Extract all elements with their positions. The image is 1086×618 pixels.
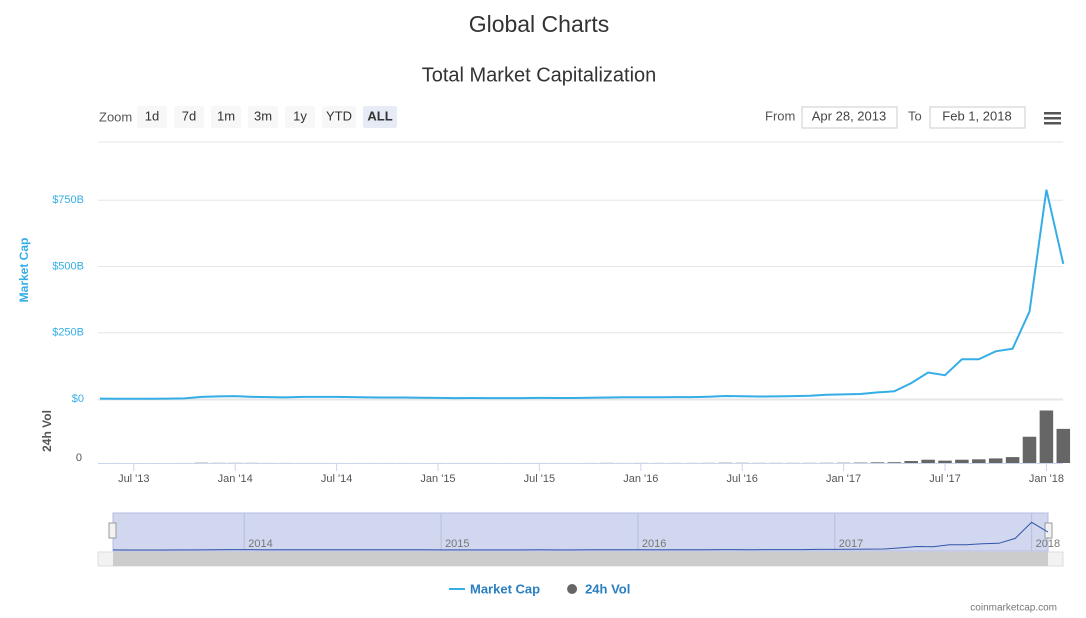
volume-bar <box>972 459 986 463</box>
zoom-button-label[interactable]: YTD <box>326 108 352 123</box>
x-tick-label: Jan '16 <box>623 473 658 485</box>
y-tick-label: $500B <box>52 260 84 272</box>
x-tick-label: Jul '14 <box>321 473 352 485</box>
legend-symbol[interactable] <box>567 584 578 594</box>
market-cap-line <box>99 189 1065 400</box>
volume-bar <box>904 461 918 463</box>
zoom-button[interactable] <box>174 106 204 128</box>
navigator-tick-label: 2014 <box>248 538 272 550</box>
legend-label[interactable]: 24h Vol <box>585 581 630 596</box>
zoom-button[interactable] <box>363 106 397 128</box>
x-tick-label: Jan '17 <box>826 473 861 485</box>
zoom-button-label[interactable]: 7d <box>182 108 196 123</box>
menu-button[interactable] <box>1040 106 1064 128</box>
x-tick-label: Jan '18 <box>1029 473 1064 485</box>
volume-bar <box>1005 457 1020 463</box>
menu-bar <box>1044 122 1061 125</box>
zoom-label: Zoom <box>99 109 132 124</box>
zoom-button-label[interactable]: 1m <box>217 108 235 123</box>
volume-bar <box>955 459 969 463</box>
navigator-tick-label: 2015 <box>445 538 469 550</box>
x-tick-label: Jul '17 <box>929 473 960 485</box>
volume-bar <box>921 459 935 463</box>
volume-bar <box>988 458 1003 463</box>
x-tick-label: Jan '14 <box>218 473 253 485</box>
navigator-handle[interactable] <box>108 522 117 539</box>
y-tick-label: $250B <box>52 327 84 339</box>
volume-bar <box>1056 428 1071 463</box>
navigator-tick-label: 2017 <box>839 538 863 550</box>
volume-bar <box>870 462 885 463</box>
zoom-button-label[interactable]: 1y <box>293 108 307 123</box>
chart-title: Total Market Capitalization <box>422 64 657 86</box>
x-tick-label: Jul '13 <box>118 473 149 485</box>
from-label: From <box>765 108 795 123</box>
to-label: To <box>908 108 922 123</box>
y-tick-label: $750B <box>52 194 84 206</box>
x-tick-label: Jul '15 <box>524 473 555 485</box>
zoom-button-label[interactable]: 3m <box>254 108 272 123</box>
x-tick-label: Jan '15 <box>420 473 455 485</box>
volume-bar <box>938 460 952 463</box>
y2-axis-title: 24h Vol <box>40 410 54 452</box>
legend-label[interactable]: Market Cap <box>470 581 540 596</box>
menu-bar <box>1044 117 1061 120</box>
y-tick-label: $0 <box>72 393 84 405</box>
to-date[interactable]: Feb 1, 2018 <box>942 108 1011 123</box>
zoom-button-label[interactable]: 1d <box>145 108 159 123</box>
y2-tick-label: 0 <box>76 452 82 464</box>
zoom-button-label[interactable]: ALL <box>367 108 392 123</box>
zoom-button[interactable] <box>322 106 356 128</box>
volume-bar <box>1039 410 1054 463</box>
y-axis-title: Market Cap <box>17 238 31 303</box>
scrollbar-thumb[interactable] <box>113 552 1048 566</box>
from-date[interactable]: Apr 28, 2013 <box>812 108 886 123</box>
navigator-tick-label: 2018 <box>1036 538 1060 550</box>
credits[interactable]: coinmarketcap.com <box>970 603 1057 614</box>
menu-bar <box>1044 112 1061 115</box>
zoom-button[interactable] <box>285 106 315 128</box>
volume-bar <box>887 462 902 463</box>
to-input[interactable] <box>929 106 1026 129</box>
from-input[interactable] <box>801 106 898 129</box>
navigator-line <box>112 521 1049 551</box>
zoom-button[interactable] <box>248 106 278 128</box>
navigator-tick-label: 2016 <box>642 538 666 550</box>
zoom-button[interactable] <box>211 106 241 128</box>
volume-bar <box>1022 436 1037 463</box>
zoom-button[interactable] <box>137 106 167 128</box>
x-tick-label: Jul '16 <box>726 473 757 485</box>
page-title: Global Charts <box>469 11 610 37</box>
